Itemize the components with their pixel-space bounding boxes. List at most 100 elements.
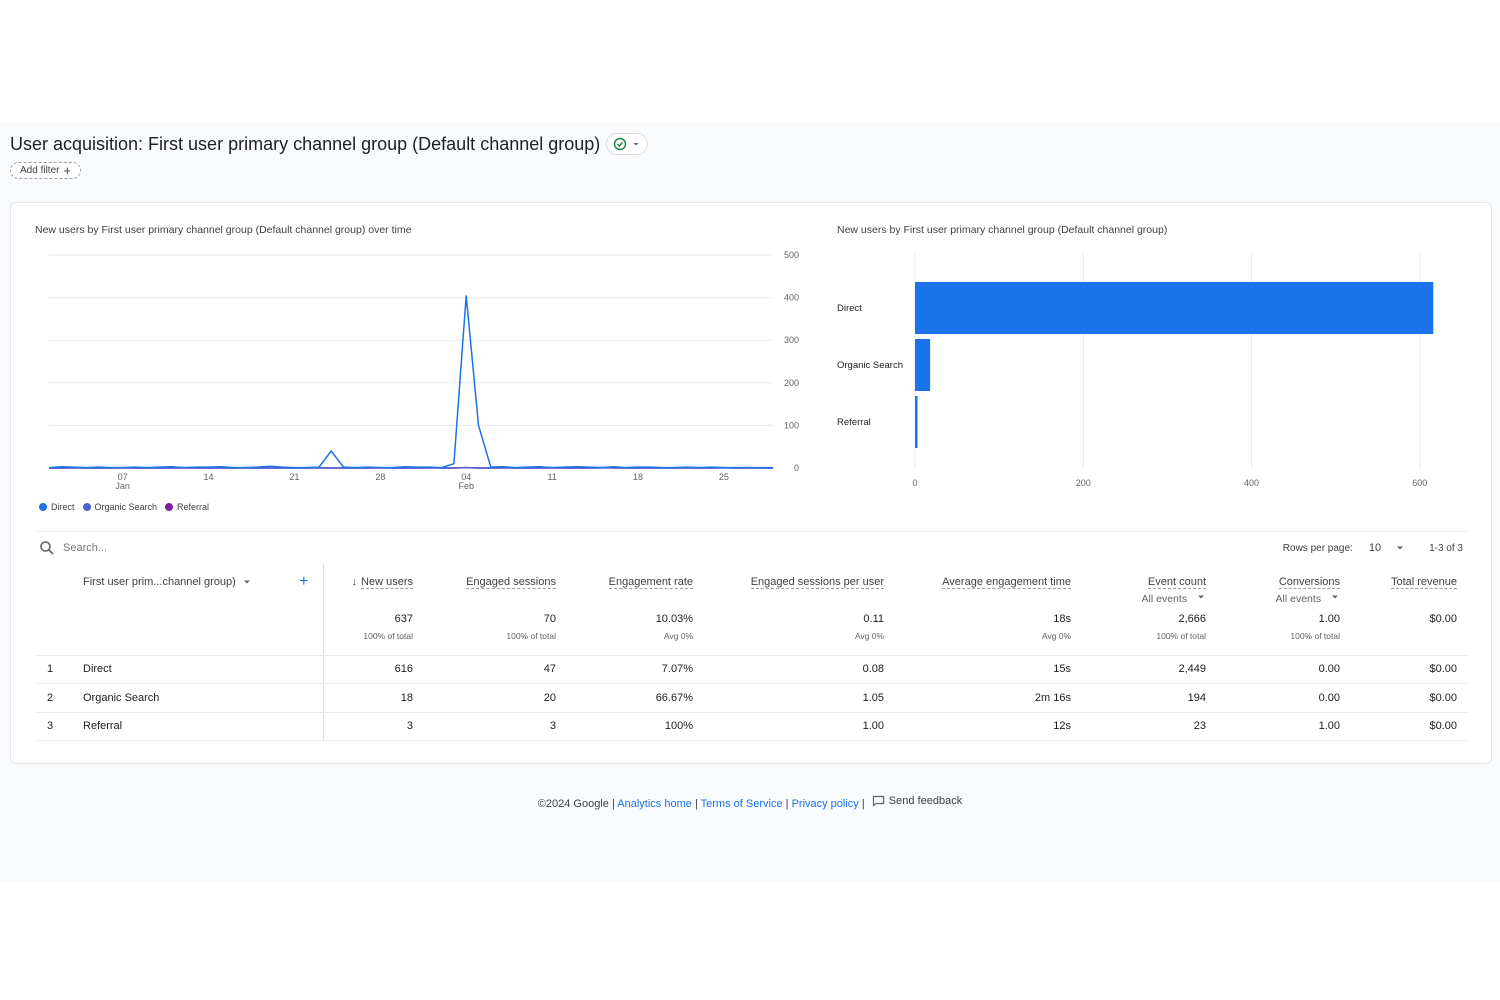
footer-separator: | bbox=[861, 798, 865, 810]
x-tick-sublabel: Jan bbox=[115, 481, 130, 491]
total-value: 637 bbox=[394, 613, 413, 625]
column-header-label: Engaged sessions bbox=[466, 576, 556, 589]
bar-chart: 0 200 400 600 Direct Organic Search Referral bbox=[837, 253, 1434, 488]
copyright: ©2024 Google bbox=[537, 798, 609, 810]
conversion-filter-dropdown[interactable]: All events bbox=[1218, 592, 1340, 605]
caret-down-icon bbox=[243, 580, 250, 584]
bar-organic-search[interactable] bbox=[915, 339, 931, 391]
y-tick-label: 500 bbox=[784, 250, 799, 260]
column-header-conversions[interactable]: Conversions All events bbox=[1218, 564, 1352, 605]
x-tick-label: 200 bbox=[1076, 478, 1091, 488]
total-cell: $0.00 bbox=[1352, 605, 1469, 656]
table-cell: 3 bbox=[323, 712, 425, 741]
caret-down-icon bbox=[1397, 546, 1404, 550]
add-filter-label: Add filter bbox=[20, 165, 60, 176]
y-tick-label: 0 bbox=[794, 463, 799, 473]
event-filter-dropdown[interactable]: All events bbox=[1083, 592, 1206, 605]
legend-item-direct[interactable]: Direct bbox=[39, 502, 75, 512]
column-header-event-count[interactable]: Event count All events bbox=[1083, 564, 1218, 605]
table-cell: 0.00 bbox=[1218, 655, 1352, 684]
total-cell: 637 100% of total bbox=[323, 605, 425, 656]
column-header-engaged-sessions[interactable]: Engaged sessions bbox=[425, 564, 568, 605]
column-header-label: Engagement rate bbox=[608, 576, 693, 589]
dimension-header[interactable]: First user prim...channel group) + bbox=[35, 564, 324, 605]
status-dropdown[interactable] bbox=[606, 133, 649, 155]
report-page: User acquisition: First user primary cha… bbox=[0, 121, 1500, 882]
bar-chart-title: New users by First user primary channel … bbox=[837, 224, 1168, 236]
privacy-policy-link[interactable]: Privacy policy bbox=[791, 798, 859, 810]
column-header-engaged-sessions-per-user[interactable]: Engaged sessions per user bbox=[705, 564, 896, 605]
total-value: 70 bbox=[543, 613, 556, 625]
column-header-label: New users bbox=[361, 576, 413, 589]
search-input[interactable] bbox=[63, 541, 263, 554]
total-value: 10.03% bbox=[655, 613, 693, 625]
table-cell: 100% bbox=[568, 712, 705, 741]
column-header-new-users[interactable]: ↓ New users bbox=[323, 564, 425, 605]
x-tick-label: 28 bbox=[375, 472, 385, 482]
dimension-header-label: First user prim...channel group) bbox=[83, 576, 236, 588]
x-tick-label: 11 bbox=[547, 472, 556, 482]
table-cell: 1.05 bbox=[705, 683, 896, 713]
series-line-direct[interactable] bbox=[48, 295, 773, 469]
rows-per-page-select[interactable]: 10 bbox=[1369, 542, 1405, 554]
table-cell: 2,449 bbox=[1083, 655, 1218, 684]
table-cell: $0.00 bbox=[1352, 655, 1469, 684]
legend-swatch bbox=[39, 503, 47, 511]
table-row[interactable]: 3 Referral 3 3 100% 1.00 12s 23 1.00 $0.… bbox=[35, 712, 1469, 741]
total-cell: 0.11 Avg 0% bbox=[705, 605, 896, 656]
column-header-average-engagement-time[interactable]: Average engagement time bbox=[896, 564, 1083, 605]
page-title: User acquisition: First user primary cha… bbox=[10, 133, 601, 154]
data-table: First user prim...channel group) + ↓ New … bbox=[35, 564, 1469, 741]
table-cell: $0.00 bbox=[1352, 683, 1469, 713]
table-cell: 0.00 bbox=[1218, 683, 1352, 713]
category-label: Organic Search bbox=[837, 360, 903, 371]
table-header-row: First user prim...channel group) + ↓ New … bbox=[35, 564, 1469, 605]
terms-of-service-link[interactable]: Terms of Service bbox=[700, 798, 783, 810]
table-cell: 15s bbox=[896, 655, 1083, 684]
x-tick-label: 18 bbox=[633, 472, 643, 482]
column-header-label: Average engagement time bbox=[942, 576, 1071, 589]
table-cell: 7.07% bbox=[568, 655, 705, 684]
table-cell: 1.00 bbox=[705, 712, 896, 741]
rows-per-page-value: 10 bbox=[1368, 542, 1382, 554]
total-note: Avg 0% bbox=[854, 631, 884, 641]
check-circle-icon bbox=[614, 137, 627, 151]
row-dimension: Direct bbox=[65, 655, 324, 684]
legend-swatch bbox=[82, 503, 91, 511]
total-note: 100% of total bbox=[506, 631, 556, 641]
table-row[interactable]: 2 Organic Search 18 20 66.67% 1.05 2m 16… bbox=[35, 683, 1469, 713]
sort-arrow-icon: ↓ bbox=[351, 576, 358, 588]
total-value: 0.11 bbox=[863, 613, 884, 625]
table-cell: 66.67% bbox=[568, 683, 705, 713]
bar-direct[interactable] bbox=[915, 282, 1434, 334]
line-chart-title: New users by First user primary channel … bbox=[35, 224, 412, 236]
table-cell: 616 bbox=[323, 655, 425, 684]
footer: ©2024 Google | Analytics home | Terms of… bbox=[0, 795, 1500, 810]
add-filter-button[interactable]: Add filter + bbox=[10, 162, 82, 179]
title-row: User acquisition: First user primary cha… bbox=[10, 133, 649, 155]
add-dimension-icon[interactable]: + bbox=[299, 573, 309, 590]
column-header-label: Total revenue bbox=[1390, 576, 1457, 589]
pagination-range: 1-3 of 3 bbox=[1429, 542, 1463, 554]
table-cell: 20 bbox=[425, 683, 568, 713]
totals-label-cell bbox=[35, 605, 324, 656]
bar-referral[interactable] bbox=[915, 396, 918, 448]
caret-down-icon bbox=[1198, 595, 1204, 599]
table-cell: $0.00 bbox=[1352, 712, 1469, 741]
column-header-total-revenue[interactable]: Total revenue bbox=[1352, 564, 1469, 605]
y-tick-label: 400 bbox=[784, 293, 799, 303]
feedback-icon bbox=[872, 795, 884, 807]
analytics-home-link[interactable]: Analytics home bbox=[617, 798, 692, 810]
total-cell: 10.03% Avg 0% bbox=[568, 605, 705, 656]
send-feedback-button[interactable]: Send feedback bbox=[872, 795, 962, 807]
column-header-label: Conversions bbox=[1278, 576, 1340, 589]
legend-item-referral[interactable]: Referral bbox=[165, 502, 209, 512]
table-row[interactable]: 1 Direct 616 47 7.07% 0.08 15s 2,449 0.0… bbox=[35, 655, 1469, 684]
column-header-engagement-rate[interactable]: Engagement rate bbox=[568, 564, 705, 605]
total-cell: 2,666 100% of total bbox=[1083, 605, 1218, 656]
row-dimension: Organic Search bbox=[65, 683, 324, 713]
legend-item-organic-search[interactable]: Organic Search bbox=[82, 502, 157, 512]
total-note: 100% of total bbox=[363, 631, 413, 641]
category-label: Referral bbox=[837, 417, 871, 428]
total-value: $0.00 bbox=[1429, 613, 1457, 625]
